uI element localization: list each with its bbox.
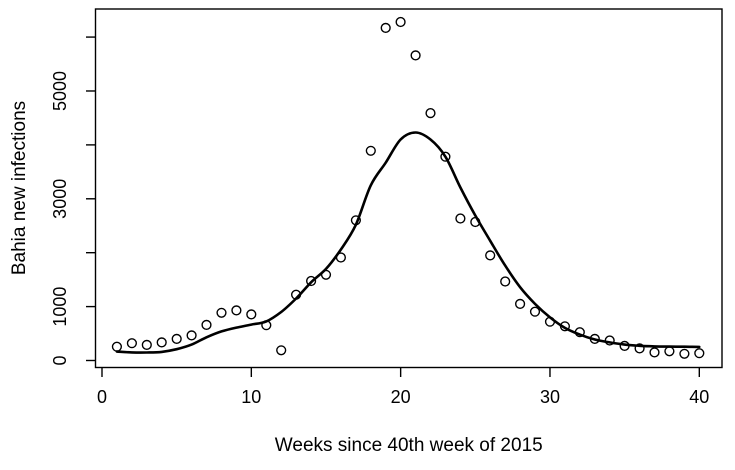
plot-border (94, 8, 723, 369)
x-tick-label: 40 (689, 387, 709, 407)
data-point (111, 341, 123, 352)
data-point (350, 215, 362, 226)
data-point (141, 339, 152, 351)
data-point (171, 333, 182, 345)
data-point (619, 340, 630, 352)
y-axis-title: Bahia new infections (9, 101, 30, 275)
data-point (514, 298, 526, 310)
data-point (186, 330, 197, 341)
y-tick-label: 0 (50, 355, 70, 365)
data-point (320, 269, 332, 280)
data-point (500, 276, 511, 287)
x-tick-label: 10 (241, 387, 261, 407)
data-point (410, 50, 421, 61)
data-point (126, 338, 137, 349)
data-point (485, 250, 496, 261)
data-points-group (111, 16, 705, 359)
data-point (679, 348, 690, 359)
data-point (335, 252, 347, 263)
data-point (201, 319, 212, 331)
data-point (306, 275, 317, 287)
data-point (455, 213, 466, 224)
x-axis: 0 10 20 30 40 (97, 367, 709, 407)
data-point (544, 316, 556, 327)
data-point (589, 333, 600, 345)
x-tick-label: 20 (391, 387, 411, 407)
data-point (156, 337, 167, 348)
data-point (276, 345, 287, 356)
y-axis: 0 1000 3000 5000 (50, 36, 96, 366)
data-point (380, 22, 391, 34)
data-point (470, 216, 481, 228)
data-point (440, 151, 451, 162)
y-tick-label: 1000 (50, 287, 70, 327)
data-point (529, 306, 541, 317)
data-point (574, 327, 585, 338)
data-point (261, 320, 272, 331)
y-tick-label: 3000 (50, 179, 70, 219)
data-point (425, 107, 436, 119)
data-point (291, 289, 302, 300)
data-point (634, 343, 645, 354)
x-tick-label: 30 (540, 387, 560, 407)
data-point (365, 145, 376, 156)
data-point (694, 348, 705, 359)
x-axis-title: Weeks since 40th week of 2015 (275, 435, 543, 456)
data-point (649, 347, 660, 358)
y-tick-label: 5000 (50, 71, 70, 111)
data-point (231, 305, 242, 316)
fitted-curve-group (115, 131, 701, 354)
data-point (216, 307, 227, 318)
data-point (604, 335, 615, 346)
x-tick-label: 0 (97, 387, 107, 407)
data-point (246, 309, 257, 320)
data-point (559, 321, 571, 332)
data-point (664, 346, 675, 357)
fitted-curve (115, 131, 701, 354)
data-point (395, 16, 406, 28)
